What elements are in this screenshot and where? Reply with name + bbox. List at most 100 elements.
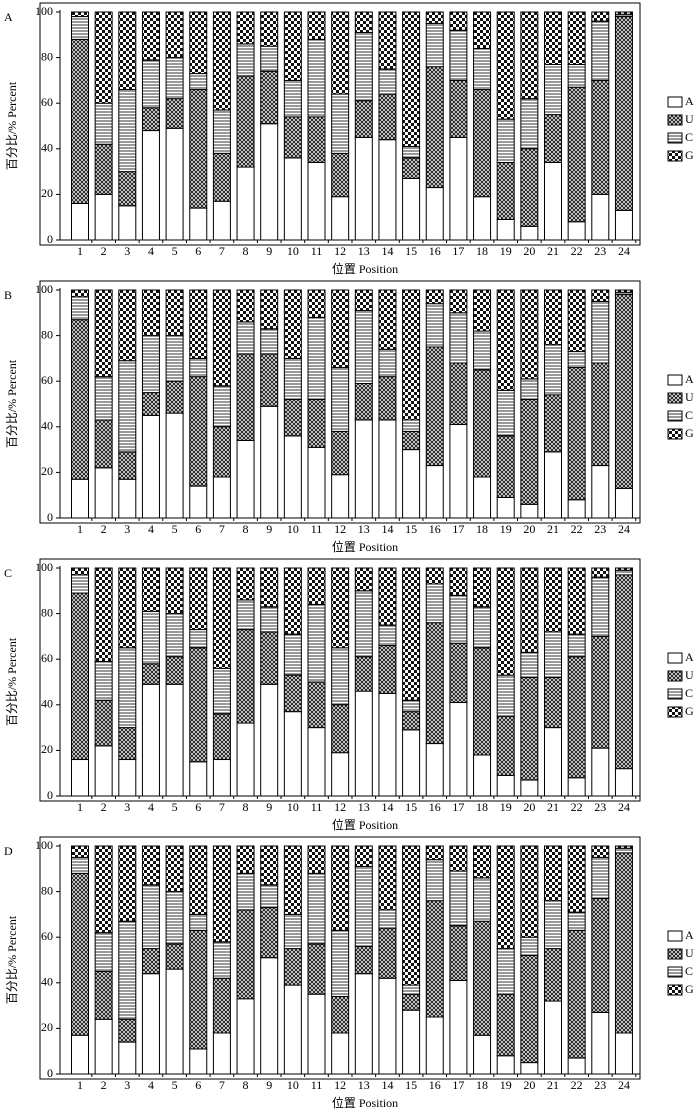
bar-segment	[567, 656, 586, 779]
bar-segment	[591, 300, 610, 364]
x-tick-label: 3	[124, 244, 130, 258]
bar-segment	[567, 499, 586, 519]
bar-segment	[141, 107, 160, 132]
bar-segment	[94, 419, 113, 469]
x-tick-label: 4	[148, 244, 154, 258]
bar-segment	[425, 22, 444, 68]
bar-segment	[473, 196, 492, 241]
bar-segment	[378, 68, 397, 95]
legend-swatch	[667, 114, 683, 126]
bar-segment	[236, 75, 255, 168]
bar-segment	[378, 289, 397, 350]
x-tick-label: 20	[523, 522, 535, 536]
bar-segment	[567, 911, 586, 931]
bar-segment	[118, 845, 137, 922]
y-tick-label: 60	[41, 929, 53, 943]
bar-segment	[189, 89, 208, 209]
panel-label: A	[4, 10, 13, 24]
bar-segment	[307, 727, 326, 797]
bar-segment	[614, 569, 633, 576]
bar-segment	[402, 146, 421, 159]
x-tick-label: 8	[243, 522, 249, 536]
legend-swatch	[667, 966, 683, 978]
y-tick-label: 100	[35, 4, 53, 18]
x-tick-label: 3	[124, 522, 130, 536]
y-tick-label: 0	[47, 232, 53, 246]
x-tick-label: 22	[571, 522, 583, 536]
bar-segment	[189, 1048, 208, 1075]
bar-segment	[283, 357, 302, 400]
bar-segment	[473, 47, 492, 91]
x-tick-label: 13	[358, 1078, 370, 1092]
bar-segment	[449, 980, 468, 1075]
bar-segment	[473, 606, 492, 649]
bar-segment	[331, 752, 350, 797]
bar-segment	[260, 683, 279, 797]
bar-segment	[141, 335, 160, 394]
legend-swatch	[667, 706, 683, 718]
bar-segment	[496, 118, 515, 163]
bar-segment	[449, 925, 468, 982]
bar-segment	[544, 11, 562, 65]
bar-segment	[260, 123, 279, 241]
bar-segment	[141, 948, 160, 975]
frame	[39, 558, 641, 802]
bar-segment	[71, 289, 89, 298]
x-tick-label: 16	[429, 244, 441, 258]
bar-segment	[402, 177, 421, 241]
bar-segment	[591, 747, 610, 797]
bar-segment	[307, 943, 326, 995]
bar-segment	[212, 385, 231, 428]
bar-segment	[402, 157, 421, 179]
x-tick-label: 14	[381, 800, 393, 814]
bar-segment	[520, 779, 539, 797]
x-tick-label: 5	[172, 522, 178, 536]
bar-segment	[378, 419, 397, 519]
bar-segment	[567, 367, 586, 501]
bar-segment	[402, 449, 421, 519]
bar-segment	[141, 884, 160, 950]
bar-segment	[283, 567, 302, 635]
bar-segment	[94, 102, 113, 145]
bar-segment	[520, 11, 539, 100]
bar-segment	[283, 79, 302, 118]
x-tick-label: 20	[523, 244, 535, 258]
bar-segment	[567, 221, 586, 241]
bar-segment	[260, 907, 279, 959]
bar-segment	[354, 382, 373, 421]
bar-segment	[378, 11, 397, 70]
x-tick-label: 10	[287, 1078, 299, 1092]
bar-segment	[94, 467, 113, 519]
y-tick-label: 80	[41, 605, 53, 619]
x-tick-label: 12	[334, 800, 346, 814]
bar-segment	[425, 66, 444, 189]
bar-segment	[378, 909, 397, 929]
bar-segment	[141, 11, 160, 61]
bar-segment	[544, 567, 562, 633]
bar-segment	[118, 727, 137, 761]
bar-segment	[520, 225, 539, 241]
bar-segment	[567, 63, 586, 88]
y-axis-title: 百分比/% Percent	[5, 81, 19, 170]
bar-segment	[71, 1034, 89, 1075]
legend-label: U	[685, 668, 694, 682]
bar-segment	[283, 116, 302, 159]
legend-swatch	[667, 392, 683, 404]
x-tick-label: 9	[266, 244, 272, 258]
legend-swatch	[667, 930, 683, 942]
bar-segment	[496, 496, 515, 519]
x-tick-label: 13	[358, 244, 370, 258]
legend-label: U	[685, 946, 694, 960]
bar-segment	[212, 426, 231, 478]
x-tick-label: 20	[523, 800, 535, 814]
bar-segment	[378, 139, 397, 241]
x-tick-label: 5	[172, 1078, 178, 1092]
bar-segment	[118, 1041, 137, 1075]
bar-segment	[260, 328, 279, 355]
y-tick-label: 0	[47, 788, 53, 802]
x-tick-label: 9	[266, 1078, 272, 1092]
bar-segment	[496, 1055, 515, 1075]
bar-segment	[544, 344, 562, 396]
bar-segment	[307, 845, 326, 874]
bar-segment	[260, 45, 279, 72]
